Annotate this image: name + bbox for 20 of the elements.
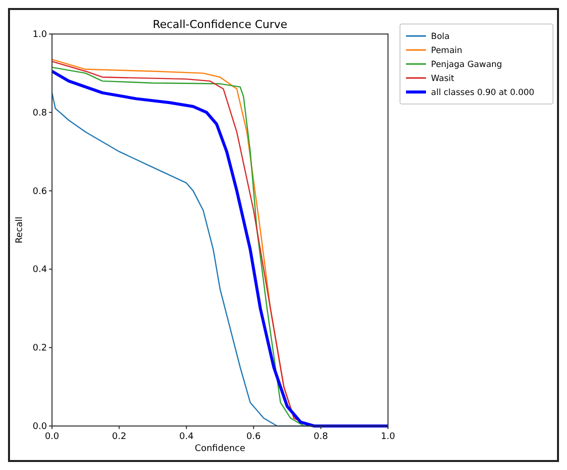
x-tick-label: 0.4 — [179, 432, 194, 442]
y-axis-title: Recall — [15, 216, 25, 244]
y-tick-label: 0.2 — [32, 344, 47, 354]
x-tick-label: 1.0 — [380, 432, 396, 442]
y-tick-label: 0.8 — [32, 108, 48, 118]
chart-title: Recall-Confidence Curve — [152, 18, 288, 31]
y-tick-label: 1.0 — [32, 30, 48, 40]
y-tick-label: 0.6 — [32, 186, 48, 197]
x-tick-label: 0.2 — [112, 432, 126, 442]
x-tick-label: 0.8 — [314, 432, 328, 442]
x-axis-title: Confidence — [194, 444, 246, 454]
legend-label: Bola — [431, 32, 450, 42]
legend-label: Pemain — [431, 46, 462, 56]
y-tick-label: 0.0 — [32, 422, 48, 432]
legend-label: all classes 0.90 at 0.000 — [431, 88, 534, 98]
legend-label: Penjaga Gawang — [431, 60, 502, 70]
y-tick-label: 0.4 — [32, 265, 48, 276]
legend-label: Wasit — [431, 74, 455, 84]
x-tick-label: 0.6 — [246, 432, 262, 442]
x-tick-label: 0.0 — [44, 432, 60, 442]
